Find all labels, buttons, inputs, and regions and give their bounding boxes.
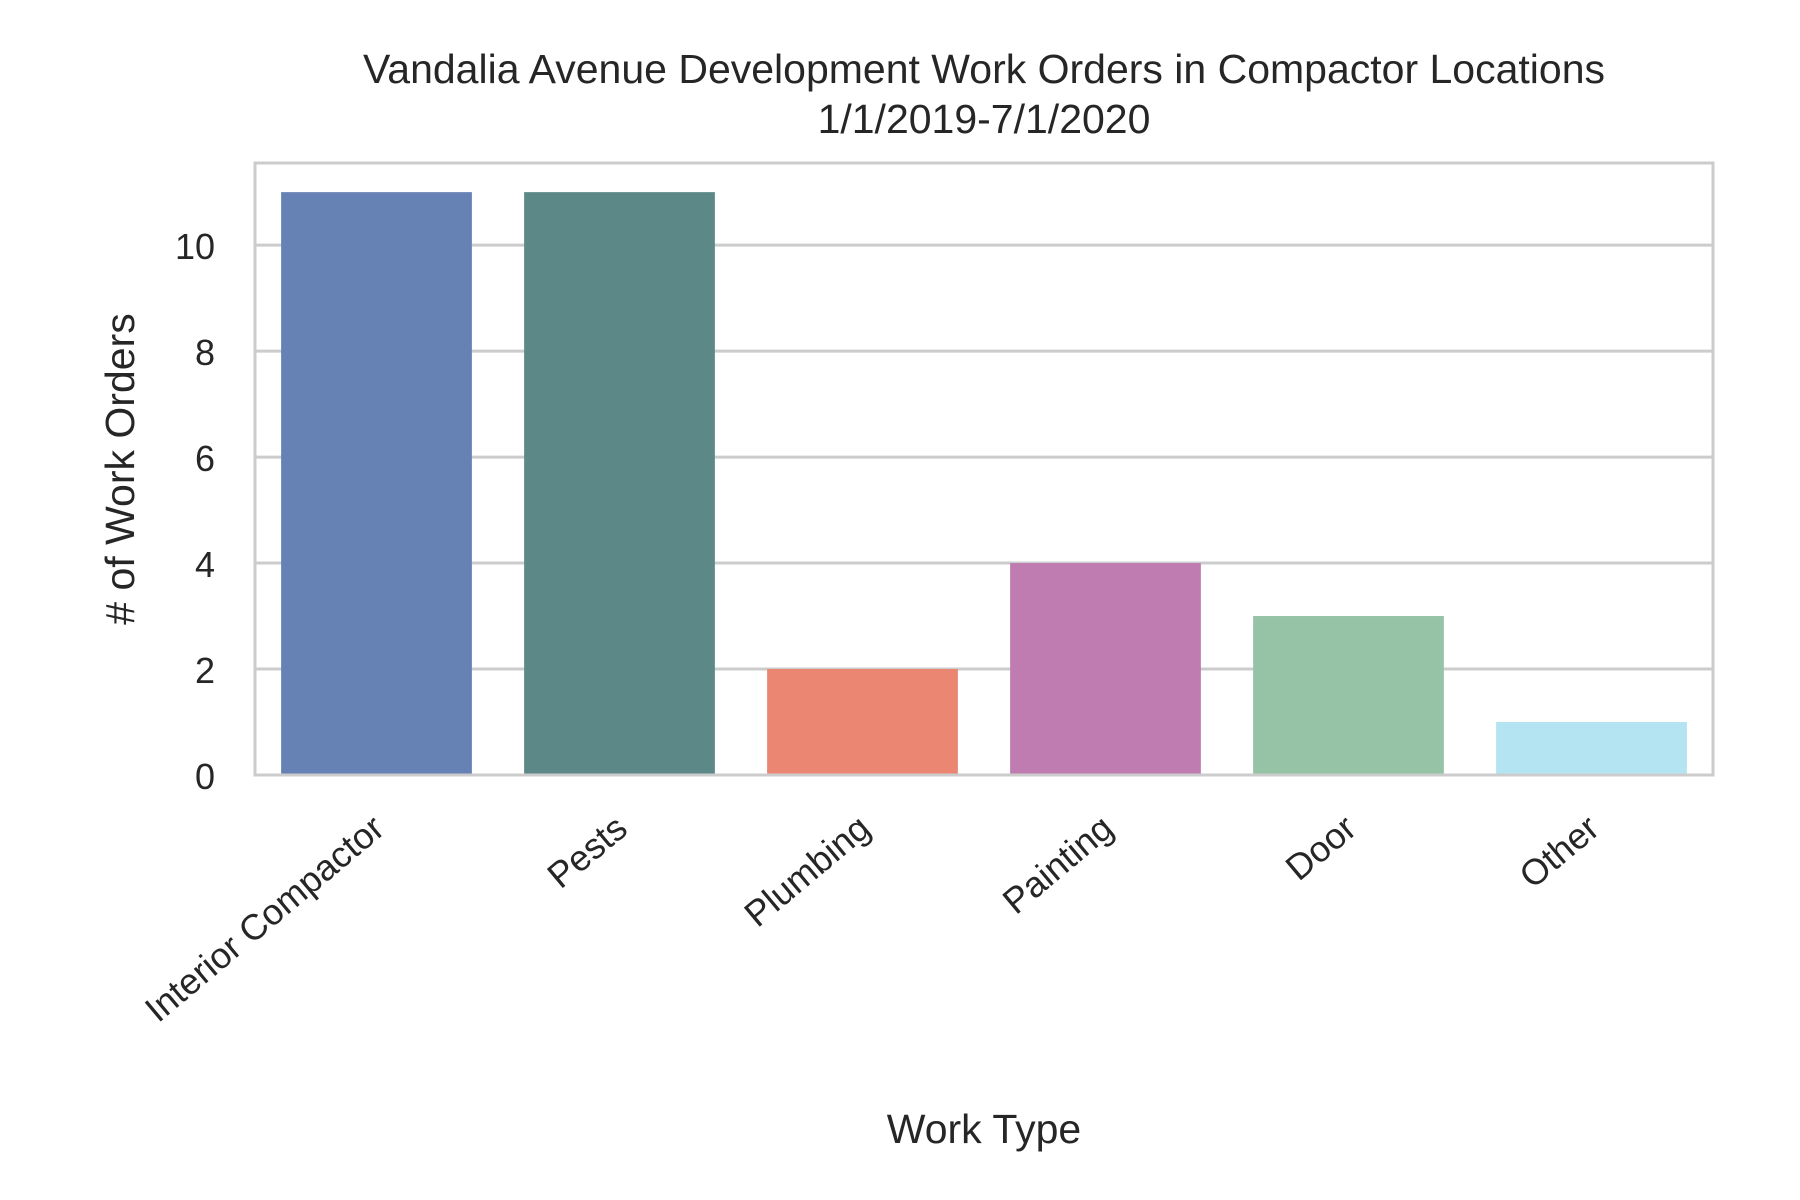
y-tick-label: 0 (195, 756, 215, 797)
chart-title: Vandalia Avenue Development Work Orders … (363, 46, 1605, 92)
bar-painting (1010, 563, 1201, 775)
x-tick-label: Door (1278, 807, 1364, 889)
x-tick-label: Plumbing (736, 807, 877, 935)
y-tick-label: 8 (195, 332, 215, 373)
plot-area-frame (253, 161, 1715, 777)
bars (281, 192, 1687, 776)
gridlines (255, 243, 1713, 671)
bar-plumbing (767, 669, 958, 775)
x-axis-label: Work Type (887, 1106, 1081, 1152)
y-axis-label: # of Work Orders (97, 313, 143, 624)
x-tick-label: Painting (995, 807, 1121, 922)
bar-interior-compactor (281, 192, 472, 776)
x-tick-label: Other (1511, 807, 1606, 896)
y-tick-label: 2 (195, 650, 215, 691)
chart-subtitle: 1/1/2019-7/1/2020 (818, 96, 1151, 142)
y-tick-label: 6 (195, 438, 215, 479)
x-tick-label: Interior Compactor (137, 807, 392, 1030)
y-tick-label: 4 (195, 544, 215, 585)
bar-door (1253, 616, 1444, 775)
y-tick-labels: 0 2 4 6 8 10 (175, 226, 215, 797)
x-tick-labels: Interior Compactor Pests Plumbing Painting D… (137, 807, 1607, 1030)
x-tick-label: Pests (539, 807, 634, 896)
bar-other (1496, 722, 1687, 775)
y-tick-label: 10 (175, 226, 215, 267)
bar-pests (524, 192, 715, 776)
